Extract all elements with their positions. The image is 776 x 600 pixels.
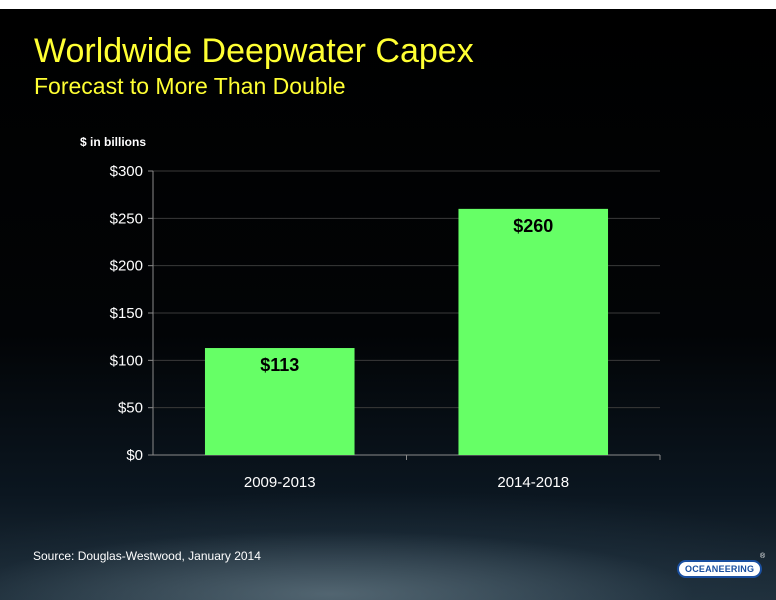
data-label: $260 [513, 216, 553, 236]
y-tick-label: $250 [110, 210, 143, 227]
oceaneering-logo: OCEANEERING [677, 560, 763, 578]
registered-mark: ® [760, 553, 766, 560]
y-tick-label: $50 [118, 400, 143, 417]
slide-title: Worldwide Deepwater Capex [34, 32, 474, 70]
y-tick-label: $150 [110, 305, 143, 322]
bar-2009-2013 [204, 348, 355, 455]
bar-2014-2018 [458, 208, 609, 455]
slide-subtitle: Forecast to More Than Double [34, 73, 346, 99]
y-tick-label: $0 [126, 447, 143, 464]
y-tick-label: $200 [110, 258, 143, 275]
y-tick-label: $100 [110, 352, 143, 369]
source-note: Source: Douglas-Westwood, January 2014 [33, 549, 261, 563]
data-label: $113 [260, 355, 299, 375]
x-tick-label: 2014-2018 [497, 474, 569, 491]
labels: $0 $50 $100 $150 $200 $250 $300 $113 2009-2013 $2… [110, 163, 569, 491]
x-tick-label: 2009-2013 [244, 474, 316, 491]
bars [204, 208, 609, 455]
slide: Worldwide Deepwater Capex Forecast to Mo… [0, 9, 776, 600]
y-tick-label: $300 [110, 163, 143, 180]
y-axis-label: $ in billions [80, 135, 146, 149]
